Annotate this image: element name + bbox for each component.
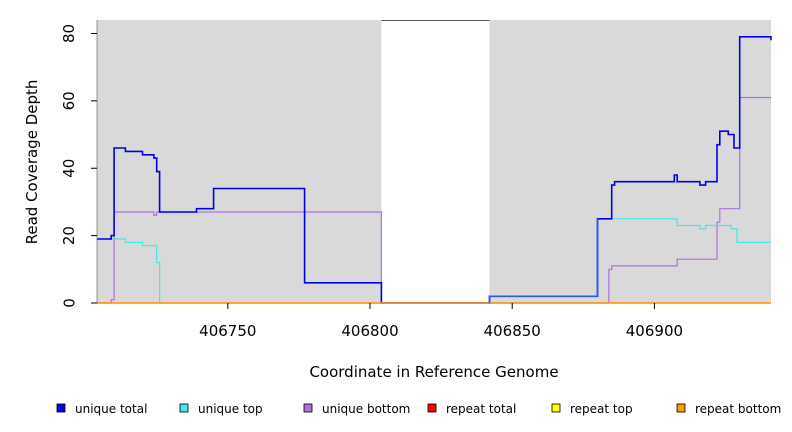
x-axis-title: Coordinate in Reference Genome xyxy=(309,363,558,381)
plot-background xyxy=(97,20,771,303)
legend-label-unique-total: unique total xyxy=(75,402,147,416)
legend: unique total unique top unique bottom repea… xyxy=(56,402,781,416)
series-line-overlap xyxy=(488,218,599,303)
legend-swatch-unique-total xyxy=(56,403,66,413)
legend-label-unique-top: unique top xyxy=(198,402,263,416)
y-tick-label-40: 40 xyxy=(60,159,78,178)
y-tick-label-0: 0 xyxy=(60,298,78,308)
axes: 0 20 40 60 80 406750 406800 406850 406900 xyxy=(60,20,683,340)
legend-swatch-unique-top xyxy=(179,403,189,413)
legend-swatch-repeat-top xyxy=(551,403,561,413)
legend-label-repeat-top: repeat top xyxy=(570,402,633,416)
y-tick-label-60: 60 xyxy=(60,91,78,110)
legend-label-unique-bottom: unique bottom xyxy=(322,402,410,416)
x-tick-label-406900: 406900 xyxy=(626,322,683,340)
y-tick-label-20: 20 xyxy=(60,226,78,245)
legend-label-repeat-total: repeat total xyxy=(446,402,516,416)
legend-label-repeat-bottom: repeat bottom xyxy=(695,402,781,416)
shaded-region-1 xyxy=(97,20,382,303)
x-tick-label-406850: 406850 xyxy=(484,322,541,340)
shaded-region-2 xyxy=(489,20,771,303)
series-layer xyxy=(97,36,772,304)
x-tick-label-406800: 406800 xyxy=(341,322,398,340)
y-tick-label-80: 80 xyxy=(60,24,78,43)
legend-swatch-repeat-bottom xyxy=(676,403,686,413)
x-tick-label-406750: 406750 xyxy=(199,322,256,340)
y-axis-title: Read Coverage Depth xyxy=(23,80,41,245)
legend-swatch-repeat-total xyxy=(427,403,437,413)
legend-swatch-unique-bottom xyxy=(303,403,313,413)
